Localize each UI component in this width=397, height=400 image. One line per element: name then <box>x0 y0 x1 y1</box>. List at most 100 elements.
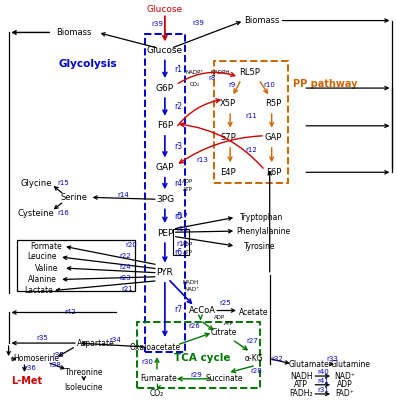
Text: r32: r32 <box>272 356 283 362</box>
Text: E4P: E4P <box>220 168 236 177</box>
Text: ATP: ATP <box>183 250 193 255</box>
Text: r21: r21 <box>121 286 133 292</box>
Text: r23: r23 <box>119 275 131 281</box>
Text: X5P: X5P <box>220 100 236 108</box>
Text: ADP: ADP <box>214 315 225 320</box>
Text: RL5P: RL5P <box>239 68 260 77</box>
Text: Aspartate: Aspartate <box>77 338 114 348</box>
Bar <box>214 61 287 184</box>
Text: Phenylalanine: Phenylalanine <box>237 226 291 236</box>
Text: r33: r33 <box>326 356 338 362</box>
Text: ADP: ADP <box>182 179 193 184</box>
Text: Cysteine: Cysteine <box>18 209 55 218</box>
Text: ADP: ADP <box>182 242 193 248</box>
Text: r15: r15 <box>57 180 69 186</box>
Text: F6P: F6P <box>266 168 281 177</box>
Text: r11: r11 <box>245 113 257 119</box>
Text: r31: r31 <box>317 387 329 393</box>
Text: r18: r18 <box>177 226 189 232</box>
Text: NADPH: NADPH <box>210 70 230 75</box>
Text: Threonine: Threonine <box>65 368 103 376</box>
Text: Tryptophan: Tryptophan <box>240 213 283 222</box>
Text: r37: r37 <box>52 352 64 358</box>
Text: r39: r39 <box>193 20 204 26</box>
Text: ATP: ATP <box>224 321 234 326</box>
Text: L-Met: L-Met <box>11 376 42 386</box>
Text: Glucose: Glucose <box>147 46 183 55</box>
Text: r26: r26 <box>189 322 200 328</box>
Text: Formate: Formate <box>30 242 62 251</box>
Text: ATP: ATP <box>295 380 308 389</box>
Text: r29: r29 <box>191 372 202 378</box>
Text: NADH: NADH <box>183 280 199 285</box>
Bar <box>173 229 189 255</box>
Text: r30: r30 <box>141 359 153 365</box>
Text: ATP: ATP <box>183 187 193 192</box>
Text: F6P: F6P <box>157 121 173 130</box>
Bar <box>145 34 185 352</box>
Text: Citrate: Citrate <box>211 328 237 337</box>
Text: r8: r8 <box>209 75 216 81</box>
Text: Glycine: Glycine <box>21 179 52 188</box>
Text: NAD⁺: NAD⁺ <box>184 287 199 292</box>
Text: TCA cycle: TCA cycle <box>174 353 231 363</box>
Text: Succinate: Succinate <box>206 374 243 383</box>
Text: Leucine: Leucine <box>27 252 57 261</box>
Text: r24: r24 <box>119 264 131 270</box>
Text: α-KG: α-KG <box>245 354 263 363</box>
Text: r35: r35 <box>37 335 48 341</box>
Text: Alanine: Alanine <box>28 275 57 284</box>
Text: FADH₂: FADH₂ <box>289 390 313 398</box>
Text: r6: r6 <box>175 248 183 258</box>
Text: r25: r25 <box>220 300 231 306</box>
Text: NADP⁺: NADP⁺ <box>185 70 204 75</box>
Text: r9: r9 <box>228 82 235 88</box>
Text: r10: r10 <box>263 82 275 88</box>
Text: r17: r17 <box>177 213 189 219</box>
Text: r36: r36 <box>25 366 36 372</box>
Text: G6P: G6P <box>156 84 174 92</box>
Text: CO₂: CO₂ <box>189 82 200 87</box>
Text: Biomass: Biomass <box>56 28 92 37</box>
Text: r42: r42 <box>64 310 76 316</box>
Text: r41: r41 <box>317 378 329 384</box>
Text: r40: r40 <box>317 369 329 375</box>
Text: r34: r34 <box>110 337 121 343</box>
Text: Valine: Valine <box>35 264 58 272</box>
Text: PYR: PYR <box>156 268 173 277</box>
Bar <box>17 240 135 292</box>
Text: PP pathway: PP pathway <box>293 79 357 89</box>
Text: PEP: PEP <box>157 228 173 238</box>
Text: r38: r38 <box>49 362 61 368</box>
Text: r22: r22 <box>119 253 131 259</box>
Text: r12: r12 <box>245 147 257 153</box>
Text: FAD⁺: FAD⁺ <box>335 390 354 398</box>
Text: r2: r2 <box>175 102 183 112</box>
Text: r20: r20 <box>125 242 137 248</box>
Text: NAD⁺: NAD⁺ <box>334 372 355 380</box>
Text: r16: r16 <box>57 210 69 216</box>
Text: Glutamine: Glutamine <box>331 360 371 369</box>
Text: r5: r5 <box>175 212 183 221</box>
Text: r7: r7 <box>175 306 183 314</box>
Text: Glutamate: Glutamate <box>289 360 330 369</box>
Text: r19: r19 <box>177 241 189 247</box>
Text: Homoserine: Homoserine <box>13 354 59 364</box>
Text: ADP: ADP <box>337 380 353 389</box>
Text: Glucose: Glucose <box>147 5 183 14</box>
Text: NADH: NADH <box>290 372 313 380</box>
Text: Tyrosine: Tyrosine <box>244 242 276 251</box>
Text: r14: r14 <box>118 192 129 198</box>
Text: GAP: GAP <box>156 163 174 172</box>
Text: S7P: S7P <box>220 133 236 142</box>
Text: CO₂: CO₂ <box>150 390 164 398</box>
Text: Serine: Serine <box>60 193 87 202</box>
Text: GAP: GAP <box>265 133 282 142</box>
Text: r3: r3 <box>175 142 183 151</box>
Text: Fumarate: Fumarate <box>141 374 177 383</box>
Text: Glycolysis: Glycolysis <box>58 59 117 69</box>
Bar <box>137 322 260 388</box>
Text: 3PG: 3PG <box>156 195 174 204</box>
Text: Oxaloacetate: Oxaloacetate <box>129 342 181 352</box>
Text: r28: r28 <box>250 368 262 374</box>
